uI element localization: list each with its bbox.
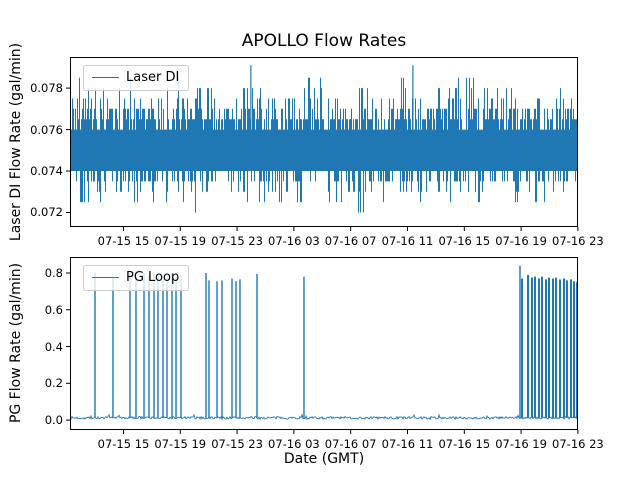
x-tick-label: 07-16 15 [438, 234, 491, 248]
x-tick-label: 07-16 23 [552, 437, 604, 451]
y-tick-label: 0.6 [44, 302, 63, 317]
legend-label-pg-loop: PG Loop [126, 270, 180, 285]
x-tick-label: 07-15 23 [211, 437, 263, 451]
x-tick-label: 07-16 15 [438, 437, 491, 451]
x-tick-label: 07-16 07 [324, 234, 377, 248]
x-tick-label: 07-16 03 [268, 234, 320, 248]
x-tick-label: 07-15 15 [97, 437, 150, 451]
legend-line-sample-icon [92, 277, 119, 278]
x-tick-label: 07-15 19 [154, 234, 207, 248]
legend-label-laser-di: Laser DI [126, 70, 180, 85]
laser-di-noise-series [70, 77, 578, 213]
y-tick-label: 0.074 [30, 164, 63, 179]
pg-loop-baseline-series [69, 413, 578, 421]
figure-title: APOLLO Flow Rates [241, 31, 407, 51]
x-tick-label: 07-16 11 [381, 234, 434, 248]
axes-spine [70, 57, 578, 227]
axes-spine [70, 257, 578, 430]
y-tick-label: 0.076 [30, 122, 63, 137]
x-tick-label: 07-16 19 [495, 234, 547, 248]
x-tick-label: 07-16 07 [324, 437, 377, 451]
top-y-axis-label: Laser DI Flow Rate (gal/min) [8, 42, 24, 242]
y-tick-label: 0.2 [44, 376, 63, 391]
legend-pg-loop: PG Loop [83, 265, 190, 291]
y-tick-label: 0.072 [30, 205, 63, 220]
legend-line-sample-icon [92, 77, 119, 78]
x-tick-label: 07-16 11 [381, 437, 434, 451]
x-tick-label: 07-15 15 [97, 234, 150, 248]
x-tick-label: 07-16 03 [268, 437, 320, 451]
x-tick-label: 07-15 23 [211, 234, 263, 248]
y-tick-label: 0.078 [30, 81, 63, 96]
x-tick-label: 07-16 23 [552, 234, 604, 248]
y-tick-label: 0.4 [44, 339, 63, 354]
y-tick-label: 0.0 [44, 413, 63, 428]
x-tick-label: 07-15 19 [154, 437, 207, 451]
x-axis-label: Date (GMT) [283, 451, 365, 467]
y-tick-label: 0.8 [44, 265, 63, 280]
bottom-y-axis-label: PG Flow Rate (gal/min) [8, 262, 24, 424]
x-tick-label: 07-16 19 [495, 437, 547, 451]
legend-laser-di: Laser DI [83, 65, 190, 91]
